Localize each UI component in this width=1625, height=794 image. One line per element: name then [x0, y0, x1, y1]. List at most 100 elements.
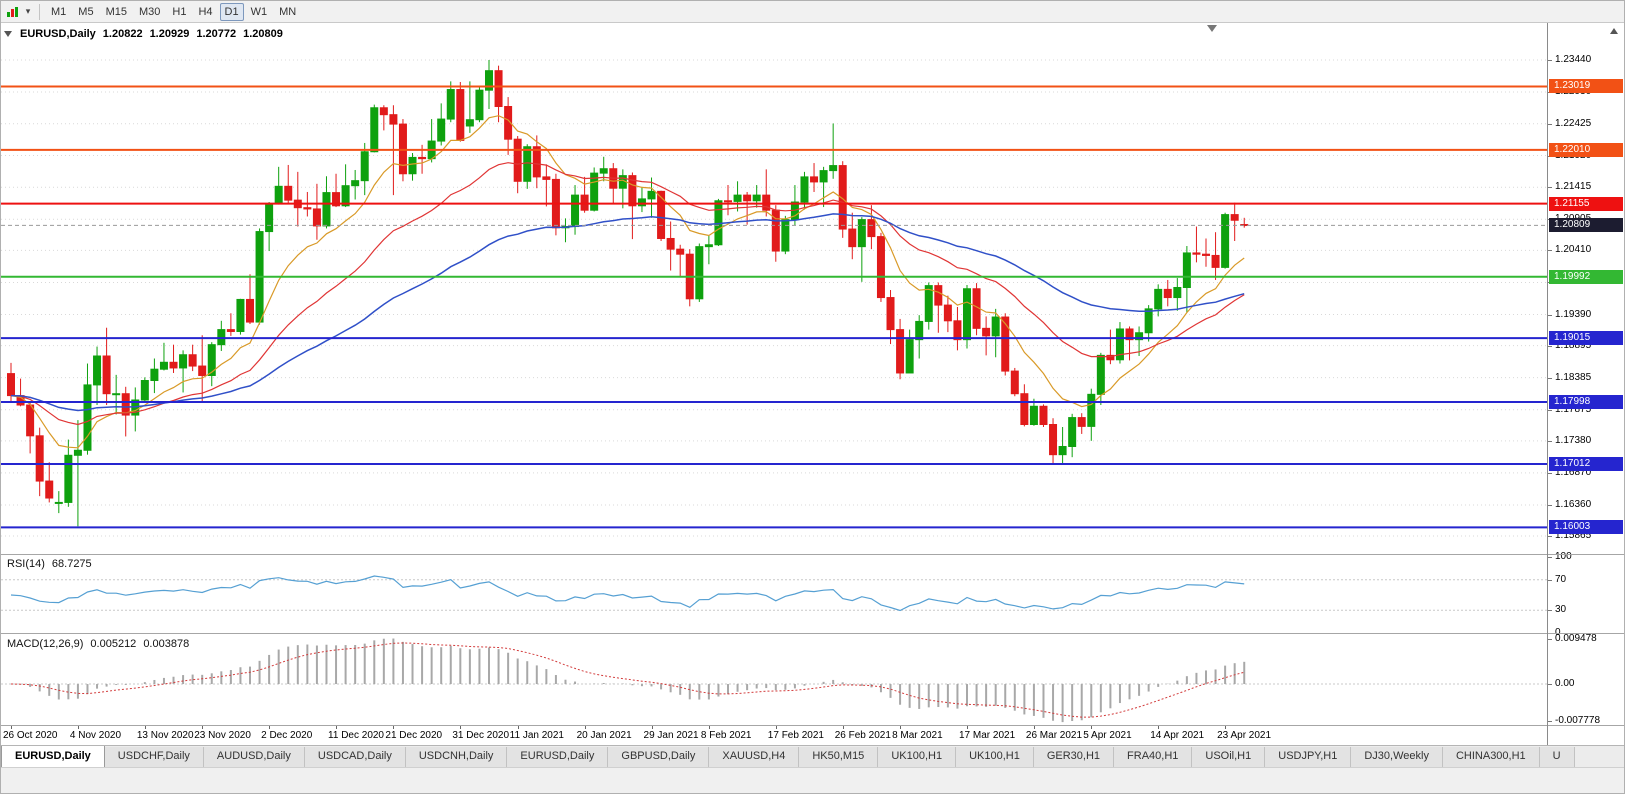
rsi-label: RSI(14) 68.7275	[7, 558, 92, 570]
macd-tick-label: 0.009478	[1555, 633, 1597, 644]
rsi-tick-label: 70	[1555, 573, 1567, 585]
macd-tick-label: 0.00	[1555, 678, 1575, 690]
grid-lines	[1, 59, 1547, 537]
date-tickmark	[460, 726, 462, 729]
date-tickmark	[584, 726, 586, 729]
axis-tickmark	[1548, 557, 1552, 558]
price-tick-label: 1.16870	[1555, 466, 1592, 478]
chart-shift-marker-icon[interactable]	[1207, 25, 1217, 32]
macd-tick-label: -0.007778	[1555, 715, 1601, 726]
price-tick-label: 1.19390	[1555, 308, 1592, 320]
panel-separator-rsi[interactable]	[1, 554, 1624, 555]
date-tick-label: 2 Dec 2020	[261, 730, 313, 741]
hline-price-badge: 1.17998	[1549, 395, 1623, 409]
date-tick-label: 4 Nov 2020	[69, 730, 122, 741]
symbol-tab-usoil-h1[interactable]: USOil,H1	[1192, 747, 1266, 767]
chart-window-icon[interactable]	[4, 3, 22, 21]
timeframe-button-m30[interactable]: M30	[138, 5, 161, 18]
price-tick-label: 1.17875	[1555, 403, 1592, 415]
rsi-indicator-value: 68.7275	[51, 558, 92, 570]
axis-tickmark	[1548, 721, 1552, 722]
macd-signal-value: 0.003878	[143, 638, 190, 650]
symbol-tab-uk100-h1[interactable]: UK100,H1	[956, 747, 1034, 767]
date-tick-label: 11 Jan 2021	[509, 730, 564, 741]
date-tick-label: 17 Mar 2021	[959, 730, 1016, 741]
rsi-plot[interactable]	[1, 556, 1547, 633]
date-tickmark	[1225, 726, 1227, 729]
rsi-tick-label: 100	[1555, 551, 1572, 562]
symbol-tab-usdchf-daily[interactable]: USDCHF,Daily	[104, 747, 204, 767]
price-tick-label: 1.23440	[1555, 54, 1592, 65]
date-tick-label: 26 Oct 2020	[3, 730, 58, 741]
ma-10-line[interactable]	[10, 115, 1245, 449]
moving-averages-layer	[10, 115, 1245, 449]
date-tickmark	[1158, 726, 1160, 729]
timeframe-button-m5[interactable]: M5	[78, 5, 94, 18]
timeframe-button-h1[interactable]: H1	[172, 5, 187, 18]
candles-layer[interactable]	[7, 60, 1249, 527]
date-tick-label: 8 Mar 2021	[892, 730, 943, 741]
date-tick-label: 11 Dec 2020	[328, 730, 384, 741]
symbol-tab-usdcnh-daily[interactable]: USDCNH,Daily	[405, 747, 508, 767]
timeframe-button-m1[interactable]: M1	[51, 5, 67, 18]
timeframe-button-h4[interactable]: H4	[198, 5, 213, 18]
axis-tickmark	[1548, 409, 1552, 411]
date-tick-label: 23 Nov 2020	[194, 730, 251, 741]
symbol-tab-gbpusd-daily[interactable]: GBPUSD,Daily	[608, 747, 710, 767]
symbol-tab-fra40-h1[interactable]: FRA40,H1	[1114, 747, 1193, 767]
price-axis[interactable]: 1.234401.229301.224251.219201.214151.209…	[1548, 23, 1624, 745]
timeframe-buttons: M1 M5 M15 M30 H1 H4 D1 W1 MN	[45, 2, 302, 21]
hline-price-badge: 1.17012	[1549, 456, 1623, 471]
date-tick-label: 5 Apr 2021	[1083, 730, 1132, 741]
date-tickmark	[77, 726, 79, 729]
axis-tickmark	[1548, 610, 1552, 612]
date-tickmark	[336, 726, 338, 729]
rsi-tick-label: 30	[1555, 604, 1567, 616]
symbol-tab-dj30-weekly[interactable]: DJ30,Weekly	[1351, 747, 1443, 767]
hline-price-badge: 1.21155	[1549, 196, 1623, 211]
symbol-tab-eurusd-daily[interactable]: EURUSD,Daily	[507, 747, 609, 767]
hline-price-badge: 1.23019	[1549, 79, 1623, 94]
symbol-tab-audusd-daily[interactable]: AUDUSD,Daily	[203, 747, 305, 767]
date-tickmark	[775, 726, 777, 729]
axis-tickmark	[1548, 440, 1552, 442]
symbol-tab-hk50-m15[interactable]: HK50,M15	[799, 747, 879, 767]
symbol-tab-usdjpy-h1[interactable]: USDJPY,H1	[1265, 747, 1352, 767]
symbol-tab-china300-h1[interactable]: CHINA300,H1	[1442, 747, 1540, 767]
rsi-line	[10, 575, 1245, 612]
rsi-tick-label: 0	[1555, 627, 1561, 639]
ohlc-low: 1.20772	[196, 28, 237, 40]
ma-55-line[interactable]	[10, 213, 1245, 412]
axis-tickmark	[1548, 314, 1552, 316]
ohlc-high: 1.20929	[149, 28, 190, 40]
hline-price-badge: 1.19015	[1549, 331, 1623, 346]
date-tickmark	[11, 726, 12, 729]
symbol-tab-usdcad-daily[interactable]: USDCAD,Daily	[304, 747, 406, 767]
symbol-tab-ger30-h1[interactable]: GER30,H1	[1033, 747, 1115, 767]
timeframe-button-mn[interactable]: MN	[279, 5, 297, 18]
panel-separator-dates[interactable]	[1, 725, 1624, 726]
one-click-trading-toggle-icon[interactable]	[4, 31, 12, 37]
axis-tickmark	[1548, 536, 1552, 538]
macd-plot[interactable]	[1, 635, 1547, 725]
status-bar	[1, 767, 1624, 793]
main-chart-plot[interactable]	[1, 23, 1547, 554]
timeframe-button-m15[interactable]: M15	[105, 5, 127, 18]
symbol-tab-eurusd-daily[interactable]: EURUSD,Daily	[1, 746, 105, 767]
timeframe-button-w1[interactable]: W1	[250, 5, 268, 18]
symbol-tab-uk100-h1[interactable]: UK100,H1	[878, 747, 957, 767]
panel-separator-macd[interactable]	[1, 633, 1624, 634]
axis-tickmark	[1548, 377, 1552, 379]
macd-label: MACD(12,26,9) 0.005212 0.003878	[7, 638, 189, 650]
date-tickmark	[144, 726, 146, 729]
date-tickmark	[202, 726, 204, 729]
timeframe-button-d1[interactable]: D1	[219, 2, 244, 21]
date-axis[interactable]: 26 Oct 2020 4 Nov 2020 13 Nov 2020 23 Nov 2…	[1, 726, 1547, 745]
ma-25-line[interactable]	[10, 162, 1245, 426]
symbol-tab-u[interactable]: U	[1539, 747, 1575, 767]
hlines-layer	[1, 85, 1547, 529]
date-tick-label: 31 Dec 2020	[452, 730, 510, 741]
chart-dropdown-caret-icon[interactable]: ▾	[25, 6, 31, 16]
symbol-tab-xauusd-h4[interactable]: XAUUSD,H4	[709, 747, 800, 767]
